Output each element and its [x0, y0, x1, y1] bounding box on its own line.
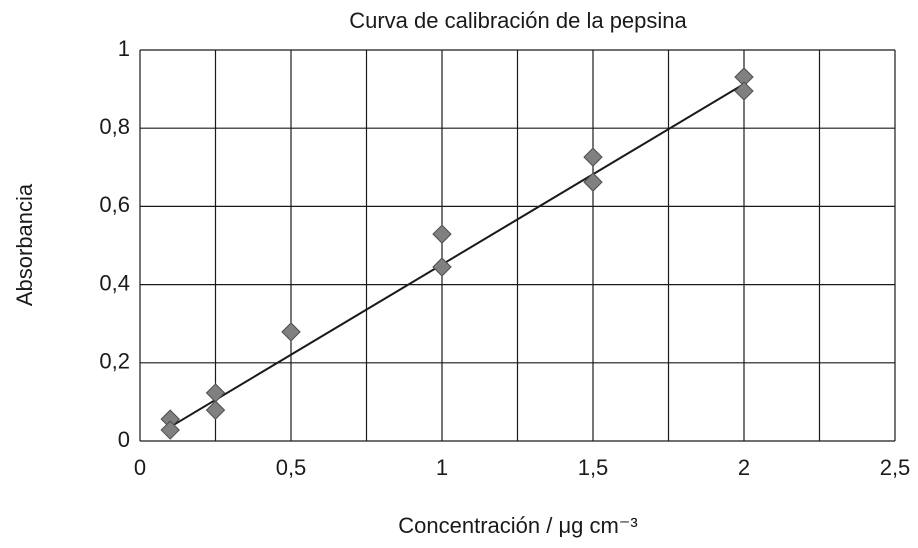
- y-tick-label: 0: [118, 427, 130, 452]
- data-point: [734, 81, 754, 101]
- y-tick-label: 1: [118, 36, 130, 61]
- y-tick-label: 0,2: [99, 349, 130, 374]
- x-tick-label: 2,5: [880, 455, 911, 480]
- y-tick-label: 0,6: [99, 192, 130, 217]
- data-point: [160, 420, 180, 440]
- data-point: [432, 224, 452, 244]
- data-point: [583, 147, 603, 167]
- x-tick-label: 1,5: [578, 455, 609, 480]
- data-point: [281, 322, 301, 342]
- x-tick-label: 0,5: [276, 455, 307, 480]
- data-point: [432, 257, 452, 277]
- data-point: [205, 400, 226, 420]
- y-axis-label: Absorbancia: [12, 183, 37, 306]
- fit-line: [169, 83, 745, 428]
- x-tick-label: 1: [436, 455, 448, 480]
- chart-title: Curva de calibración de la pepsina: [349, 8, 687, 33]
- x-tick-label: 0: [134, 455, 146, 480]
- data-point: [205, 383, 226, 403]
- y-tick-label: 0,4: [99, 270, 130, 295]
- y-tick-label: 0,8: [99, 114, 130, 139]
- data-point: [583, 172, 603, 192]
- x-tick-label: 2: [738, 455, 750, 480]
- x-axis-label: Concentración / μg cm⁻³: [398, 513, 638, 538]
